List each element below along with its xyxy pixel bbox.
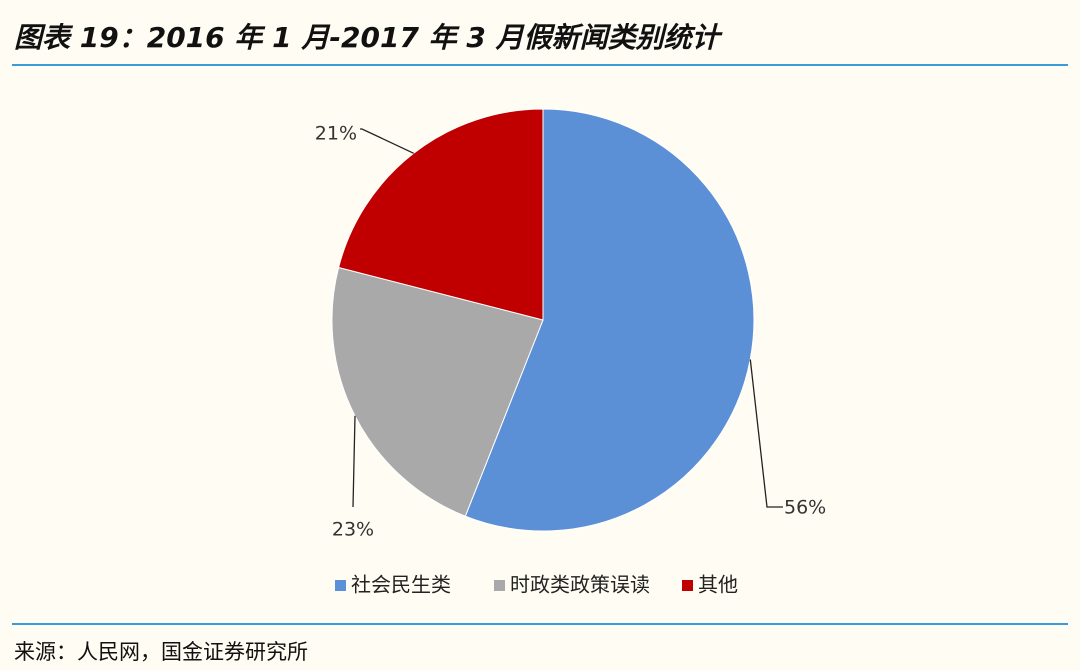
legend-swatch <box>494 580 505 591</box>
data-label-2: 23% <box>332 519 374 541</box>
title-divider <box>12 64 1068 66</box>
leader-line-2 <box>352 415 356 508</box>
chart-title: 图表 19：2016 年 1 月-2017 年 3 月假新闻类别统计 <box>14 21 720 54</box>
legend-item-2: 时政类政策误读 <box>494 573 650 597</box>
legend-label: 时政类政策误读 <box>510 573 650 597</box>
legend-item-1: 社会民生类 <box>335 573 451 597</box>
legend-swatch <box>682 580 693 591</box>
source-note: 来源：人民网，国金证券研究所 <box>14 640 308 664</box>
leader-line-3 <box>360 128 414 154</box>
legend-label: 社会民生类 <box>351 573 451 597</box>
source-divider <box>12 623 1068 625</box>
pie-slice-2 <box>331 266 544 517</box>
data-label-1: 56% <box>784 497 826 519</box>
pie-slices <box>331 108 755 532</box>
legend-label: 其他 <box>698 573 738 597</box>
chart-legend: 社会民生类 时政类政策误读 其他 <box>335 573 738 597</box>
leader-lines <box>352 128 783 508</box>
data-label-3: 21% <box>315 123 357 145</box>
leader-line-1 <box>749 359 783 508</box>
legend-swatch <box>335 580 346 591</box>
legend-item-3: 其他 <box>682 573 738 597</box>
pie-chart: 56% 23% 21% 社会民生类 时政类政策误读 其他 <box>315 108 826 597</box>
data-labels: 56% 23% 21% <box>315 123 826 541</box>
